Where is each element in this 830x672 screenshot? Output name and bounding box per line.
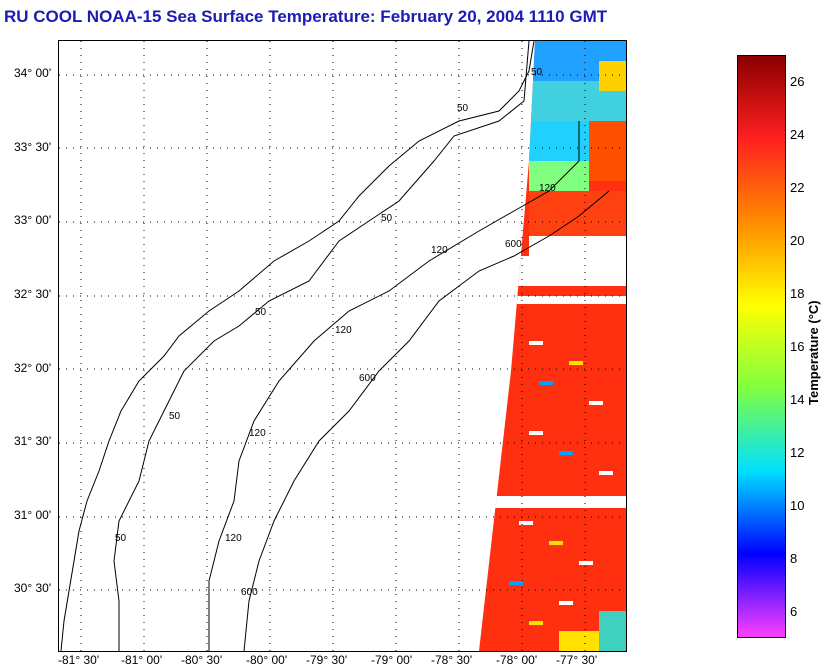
colorbar-tick: 6 <box>790 604 798 619</box>
lat-label: 31° 00' <box>14 508 52 522</box>
coastline <box>60 41 535 651</box>
isobath-label: 50 <box>531 67 543 78</box>
lat-label: 34° 00' <box>14 66 52 80</box>
colorbar-tick: 18 <box>790 286 805 301</box>
lon-label: -79° 30' <box>306 653 348 667</box>
isobath-label: 50 <box>457 103 469 114</box>
colorbar-tick: 26 <box>790 74 805 89</box>
lat-label: 31° 30' <box>14 434 52 448</box>
chart-title: RU COOL NOAA-15 Sea Surface Temperature:… <box>4 7 608 26</box>
colorbar-gradient <box>738 56 785 637</box>
colorbar-tick: 24 <box>790 127 805 142</box>
colorbar-tick: 16 <box>790 339 805 354</box>
isobath-label: 50 <box>115 533 127 544</box>
isobath-label: 120 <box>335 325 352 336</box>
lon-label: -77° 30' <box>556 653 598 667</box>
isobath-600 <box>243 190 610 651</box>
lon-label: -81° 30' <box>58 653 100 667</box>
lon-label: -79° 00' <box>371 653 413 667</box>
isobath-label: 120 <box>539 183 556 194</box>
colorbar-tick: 20 <box>790 233 805 248</box>
sst-map: 50 50 50 50 50 50 120 120 120 120 120 60… <box>58 40 627 652</box>
colorbar <box>737 55 786 638</box>
lon-label: -78° 00' <box>496 653 538 667</box>
colorbar-tick: 10 <box>790 498 805 513</box>
colorbar-tick: 14 <box>790 392 805 407</box>
isobath-label: 50 <box>255 307 267 318</box>
isobath-labels: 50 50 50 50 50 50 120 120 120 120 120 60… <box>115 67 556 598</box>
isobath-label: 120 <box>431 245 448 256</box>
isobath-label: 120 <box>249 428 266 439</box>
lat-label: 32° 00' <box>14 361 52 375</box>
isobath-label: 600 <box>505 239 522 250</box>
isobath-label: 600 <box>359 373 376 384</box>
lon-label: -80° 30' <box>181 653 223 667</box>
colorbar-tick: 22 <box>790 180 805 195</box>
colorbar-tick: 12 <box>790 445 805 460</box>
lat-label: 33° 30' <box>14 140 52 154</box>
colorbar-title: Temperature (°C) <box>806 300 821 405</box>
isobath-50 <box>113 41 530 651</box>
isobath-label: 50 <box>381 213 393 224</box>
lon-label: -78° 30' <box>431 653 473 667</box>
isobath-label: 120 <box>225 533 242 544</box>
isobath-label: 50 <box>169 411 181 422</box>
lat-label: 32° 30' <box>14 287 52 301</box>
sst-swath <box>479 41 626 651</box>
lat-label: 33° 00' <box>14 213 52 227</box>
lat-label: 30° 30' <box>14 581 52 595</box>
colorbar-tick: 8 <box>790 551 798 566</box>
lon-label: -81° 00' <box>121 653 163 667</box>
lon-label: -80° 00' <box>246 653 288 667</box>
isobath-label: 600 <box>241 587 258 598</box>
isobath-120 <box>208 121 580 651</box>
map-canvas: 50 50 50 50 50 50 120 120 120 120 120 60… <box>59 41 626 651</box>
